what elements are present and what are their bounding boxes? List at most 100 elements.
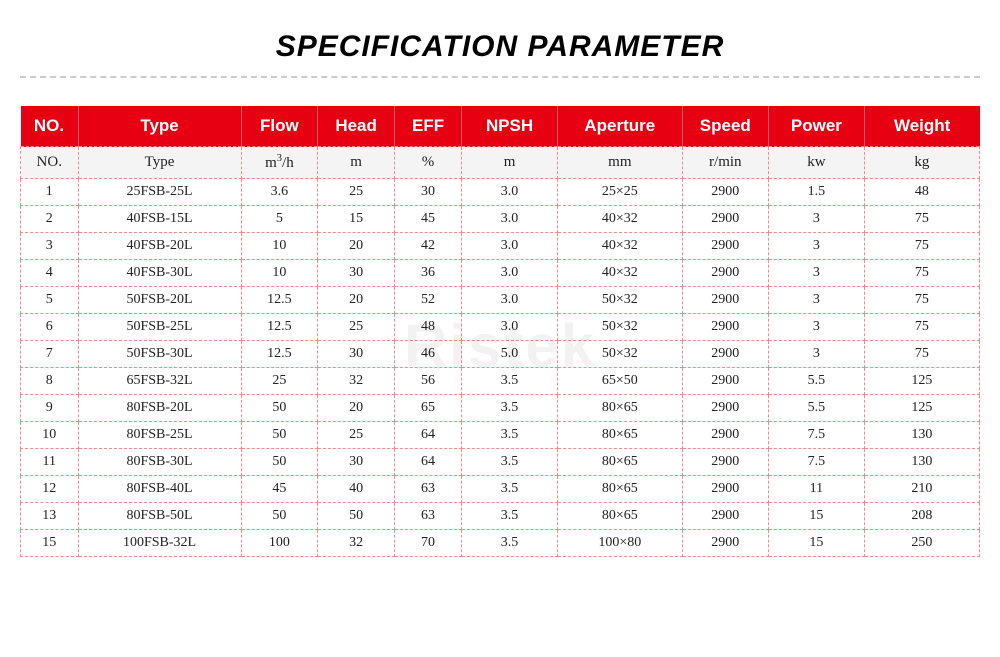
table-row: 440FSB-30L1030363.040×322900375 — [21, 260, 980, 287]
cell-head: 25 — [318, 422, 395, 449]
cell-speed: 2900 — [682, 395, 768, 422]
cell-eff: 63 — [394, 503, 461, 530]
cell-npsh: 3.5 — [462, 368, 558, 395]
cell-head: 20 — [318, 287, 395, 314]
cell-speed: 2900 — [682, 287, 768, 314]
cell-no: 8 — [21, 368, 79, 395]
cell-npsh: 3.5 — [462, 395, 558, 422]
cell-flow: 45 — [241, 476, 318, 503]
cell-no: 7 — [21, 341, 79, 368]
cell-aperture: 50×32 — [558, 287, 683, 314]
col-unit-power: kw — [768, 147, 864, 179]
cell-aperture: 40×32 — [558, 233, 683, 260]
table-body: NO.Typem3/hm%mmmr/minkwkg 125FSB-25L3.62… — [21, 147, 980, 557]
cell-speed: 2900 — [682, 530, 768, 557]
cell-type: 80FSB-20L — [78, 395, 241, 422]
cell-aperture: 40×32 — [558, 260, 683, 287]
cell-eff: 52 — [394, 287, 461, 314]
cell-power: 3 — [768, 206, 864, 233]
cell-type: 80FSB-40L — [78, 476, 241, 503]
cell-power: 7.5 — [768, 449, 864, 476]
cell-weight: 48 — [864, 179, 979, 206]
cell-aperture: 50×32 — [558, 341, 683, 368]
cell-type: 25FSB-25L — [78, 179, 241, 206]
col-header-weight: Weight — [864, 106, 979, 147]
cell-eff: 46 — [394, 341, 461, 368]
cell-no: 1 — [21, 179, 79, 206]
cell-eff: 64 — [394, 422, 461, 449]
cell-type: 100FSB-32L — [78, 530, 241, 557]
cell-weight: 125 — [864, 395, 979, 422]
cell-flow: 12.5 — [241, 341, 318, 368]
cell-flow: 10 — [241, 260, 318, 287]
cell-power: 3 — [768, 260, 864, 287]
cell-aperture: 40×32 — [558, 206, 683, 233]
cell-head: 32 — [318, 530, 395, 557]
cell-no: 3 — [21, 233, 79, 260]
cell-flow: 50 — [241, 449, 318, 476]
cell-eff: 56 — [394, 368, 461, 395]
cell-aperture: 80×65 — [558, 395, 683, 422]
cell-eff: 30 — [394, 179, 461, 206]
cell-type: 50FSB-25L — [78, 314, 241, 341]
cell-power: 3 — [768, 341, 864, 368]
cell-weight: 125 — [864, 368, 979, 395]
cell-no: 12 — [21, 476, 79, 503]
cell-eff: 45 — [394, 206, 461, 233]
cell-power: 3 — [768, 314, 864, 341]
cell-power: 5.5 — [768, 395, 864, 422]
cell-npsh: 3.0 — [462, 206, 558, 233]
cell-npsh: 3.0 — [462, 287, 558, 314]
cell-no: 5 — [21, 287, 79, 314]
table-row: 550FSB-20L12.520523.050×322900375 — [21, 287, 980, 314]
col-unit-head: m — [318, 147, 395, 179]
table-row: 1380FSB-50L5050633.580×65290015208 — [21, 503, 980, 530]
cell-npsh: 3.5 — [462, 476, 558, 503]
cell-head: 25 — [318, 179, 395, 206]
cell-npsh: 5.0 — [462, 341, 558, 368]
title-divider — [20, 76, 980, 78]
cell-flow: 50 — [241, 395, 318, 422]
cell-aperture: 80×65 — [558, 503, 683, 530]
cell-no: 10 — [21, 422, 79, 449]
table-row: 980FSB-20L5020653.580×6529005.5125 — [21, 395, 980, 422]
cell-head: 30 — [318, 341, 395, 368]
cell-type: 50FSB-20L — [78, 287, 241, 314]
cell-no: 6 — [21, 314, 79, 341]
cell-head: 20 — [318, 395, 395, 422]
cell-power: 15 — [768, 530, 864, 557]
col-header-aperture: Aperture — [558, 106, 683, 147]
cell-npsh: 3.0 — [462, 314, 558, 341]
col-unit-npsh: m — [462, 147, 558, 179]
cell-power: 7.5 — [768, 422, 864, 449]
cell-aperture: 100×80 — [558, 530, 683, 557]
cell-flow: 3.6 — [241, 179, 318, 206]
cell-power: 15 — [768, 503, 864, 530]
cell-no: 2 — [21, 206, 79, 233]
table-header: NO.TypeFlowHeadEFFNPSHApertureSpeedPower… — [21, 106, 980, 147]
cell-flow: 5 — [241, 206, 318, 233]
cell-speed: 2900 — [682, 503, 768, 530]
cell-npsh: 3.0 — [462, 179, 558, 206]
cell-eff: 36 — [394, 260, 461, 287]
cell-head: 20 — [318, 233, 395, 260]
cell-flow: 10 — [241, 233, 318, 260]
cell-aperture: 80×65 — [558, 476, 683, 503]
cell-weight: 130 — [864, 449, 979, 476]
cell-eff: 48 — [394, 314, 461, 341]
col-unit-flow: m3/h — [241, 147, 318, 179]
cell-eff: 70 — [394, 530, 461, 557]
cell-weight: 75 — [864, 206, 979, 233]
cell-type: 80FSB-25L — [78, 422, 241, 449]
cell-eff: 65 — [394, 395, 461, 422]
cell-weight: 75 — [864, 314, 979, 341]
cell-weight: 250 — [864, 530, 979, 557]
cell-speed: 2900 — [682, 206, 768, 233]
cell-no: 15 — [21, 530, 79, 557]
col-unit-eff: % — [394, 147, 461, 179]
col-header-eff: EFF — [394, 106, 461, 147]
cell-eff: 63 — [394, 476, 461, 503]
cell-flow: 12.5 — [241, 287, 318, 314]
cell-aperture: 80×65 — [558, 422, 683, 449]
spec-table: NO.TypeFlowHeadEFFNPSHApertureSpeedPower… — [20, 106, 980, 557]
